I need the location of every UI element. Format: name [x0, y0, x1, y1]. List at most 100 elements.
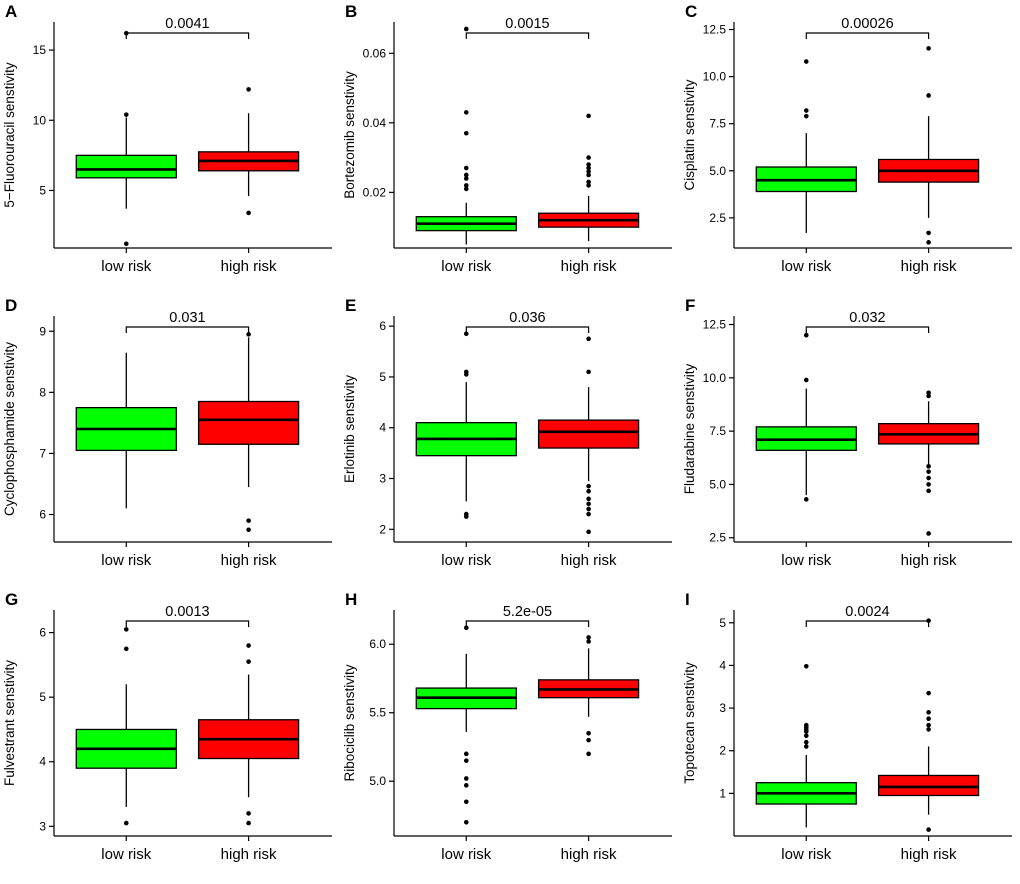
outlier-point-high-risk	[246, 820, 251, 826]
box-high-risk	[197, 400, 300, 445]
boxplot-svg-G: 3 4 5 6 low risk high risk 0.0013 G Fulvestrant …	[2, 590, 332, 863]
significance-bracket	[125, 326, 250, 333]
outlier-point-low-risk	[463, 783, 469, 788]
outlier-point-high-risk	[926, 727, 931, 732]
outlier-point-high-risk	[926, 827, 931, 832]
y-tick-label: 2	[719, 744, 726, 758]
significance-bracket	[125, 620, 250, 627]
y-axis-title: Erlotinib senstivity	[342, 375, 357, 483]
outlier-point-high-risk	[926, 690, 931, 696]
panel-letter: E	[345, 296, 356, 315]
outlier-point-low-risk	[463, 110, 469, 115]
p-value-label: 0.0041	[165, 16, 209, 32]
x-tick-label-low-risk: low risk	[781, 552, 832, 569]
y-tick-label: 5.5	[369, 706, 386, 720]
panel-D: 6 7 8 9 low risk high risk 0.031 D Cyclophospham…	[0, 294, 340, 588]
outlier-point-high-risk	[586, 506, 591, 512]
outlier-point-high-risk	[586, 483, 591, 489]
outlier-point-high-risk	[926, 475, 931, 481]
y-axis-title: 5−Fluorouracil senstivity	[2, 62, 17, 207]
outlier-point-high-risk	[926, 488, 931, 494]
y-tick-label: 8	[39, 385, 46, 399]
y-tick-label: 0.06	[363, 46, 387, 60]
outlier-point-high-risk	[586, 501, 591, 507]
x-tick-label-low-risk: low risk	[101, 258, 152, 275]
outlier-point-high-risk	[586, 113, 591, 119]
outlier-point-high-risk	[246, 87, 251, 92]
y-tick-label: 5	[379, 370, 386, 384]
outlier-point-high-risk	[586, 169, 591, 174]
panel-A: 5 10 15 low risk high risk 0.0041 A 5−Fluoroura…	[0, 0, 340, 294]
outlier-point-high-risk	[926, 710, 931, 715]
outlier-point-low-risk	[123, 820, 129, 826]
outlier-point-high-risk	[926, 93, 931, 98]
outlier-point-high-risk	[926, 469, 931, 474]
panel-letter: B	[345, 2, 357, 21]
x-tick-label-low-risk: low risk	[101, 552, 152, 569]
outlier-point-high-risk	[586, 737, 591, 743]
significance-bracket	[805, 32, 930, 39]
outlier-point-high-risk	[246, 527, 251, 533]
y-axis-title: Cyclophosphamide senstivity	[2, 342, 17, 516]
outlier-point-low-risk	[803, 332, 809, 338]
box-high-risk	[537, 419, 640, 449]
panel-letter: H	[345, 590, 357, 609]
outlier-point-high-risk	[586, 511, 591, 517]
boxplot-svg-C: 2.5 5.0 7.5 10.0 12.5 low risk high risk 0.0002…	[682, 2, 1012, 275]
outlier-point-high-risk	[246, 659, 251, 664]
outlier-point-low-risk	[463, 26, 469, 32]
y-tick-label: 6	[39, 508, 46, 522]
outlier-point-low-risk	[463, 625, 469, 631]
outlier-point-low-risk	[803, 497, 809, 502]
p-value-label: 0.00026	[841, 16, 893, 32]
outlier-point-high-risk	[926, 464, 931, 469]
x-tick-label-low-risk: low risk	[441, 258, 492, 275]
p-value-label: 0.031	[169, 310, 205, 326]
y-tick-label: 0.04	[363, 116, 387, 130]
y-tick-label: 5	[719, 616, 726, 630]
x-tick-label-high-risk: high risk	[901, 258, 957, 275]
outlier-point-low-risk	[463, 776, 469, 781]
y-tick-label: 12.5	[703, 23, 727, 37]
outlier-point-high-risk	[246, 518, 251, 523]
outlier-point-high-risk	[586, 730, 591, 736]
y-tick-label: 2	[379, 522, 386, 536]
x-tick-label-high-risk: high risk	[221, 258, 277, 275]
p-value-label: 0.0024	[845, 604, 889, 620]
x-tick-label-low-risk: low risk	[781, 258, 832, 275]
panel-F: 2.5 5.0 7.5 10.0 12.5 low risk high risk 0.032 F…	[680, 294, 1020, 588]
outlier-point-low-risk	[463, 514, 469, 519]
panel-letter: F	[685, 296, 695, 315]
y-tick-label: 15	[33, 43, 47, 57]
y-tick-label: 6	[39, 626, 46, 640]
panel-C: 2.5 5.0 7.5 10.0 12.5 low risk high risk 0.0002…	[680, 0, 1020, 294]
outlier-point-high-risk	[926, 531, 931, 536]
y-tick-label: 4	[39, 755, 46, 769]
outlier-point-high-risk	[586, 639, 591, 644]
x-tick-label-high-risk: high risk	[221, 552, 277, 569]
y-axis-title: Fulvestrant senstivity	[2, 660, 17, 786]
outlier-point-low-risk	[123, 646, 129, 652]
outlier-point-high-risk	[246, 332, 251, 337]
outlier-point-high-risk	[586, 635, 591, 640]
outlier-point-high-risk	[246, 643, 251, 648]
outlier-point-low-risk	[803, 377, 809, 383]
outlier-point-low-risk	[803, 59, 809, 64]
y-axis-title: Bortezomib senstivity	[342, 71, 357, 199]
boxplot-svg-H: 5.0 5.5 6.0 low risk high risk 5.2e-05 H Riboci…	[342, 590, 672, 863]
panel-E: 2 3 4 5 6 low risk high risk 0.036 E Erlotinib se…	[340, 294, 680, 588]
outlier-point-high-risk	[586, 336, 591, 342]
outlier-point-low-risk	[803, 663, 809, 669]
p-value-label: 5.2e-05	[503, 604, 552, 620]
boxplot-svg-D: 6 7 8 9 low risk high risk 0.031 D Cyclophospham…	[2, 296, 332, 569]
panel-letter: A	[5, 2, 17, 21]
outlier-point-high-risk	[926, 230, 931, 236]
significance-bracket	[805, 326, 930, 333]
outlier-point-low-risk	[803, 733, 809, 739]
boxplot-svg-E: 2 3 4 5 6 low risk high risk 0.036 E Erlotinib se…	[342, 296, 672, 569]
x-tick-label-high-risk: high risk	[561, 846, 617, 863]
y-tick-label: 0.02	[363, 185, 387, 199]
y-tick-label: 3	[719, 701, 726, 715]
boxplot-svg-F: 2.5 5.0 7.5 10.0 12.5 low risk high risk 0.032 F…	[682, 296, 1012, 569]
p-value-label: 0.032	[849, 310, 885, 326]
